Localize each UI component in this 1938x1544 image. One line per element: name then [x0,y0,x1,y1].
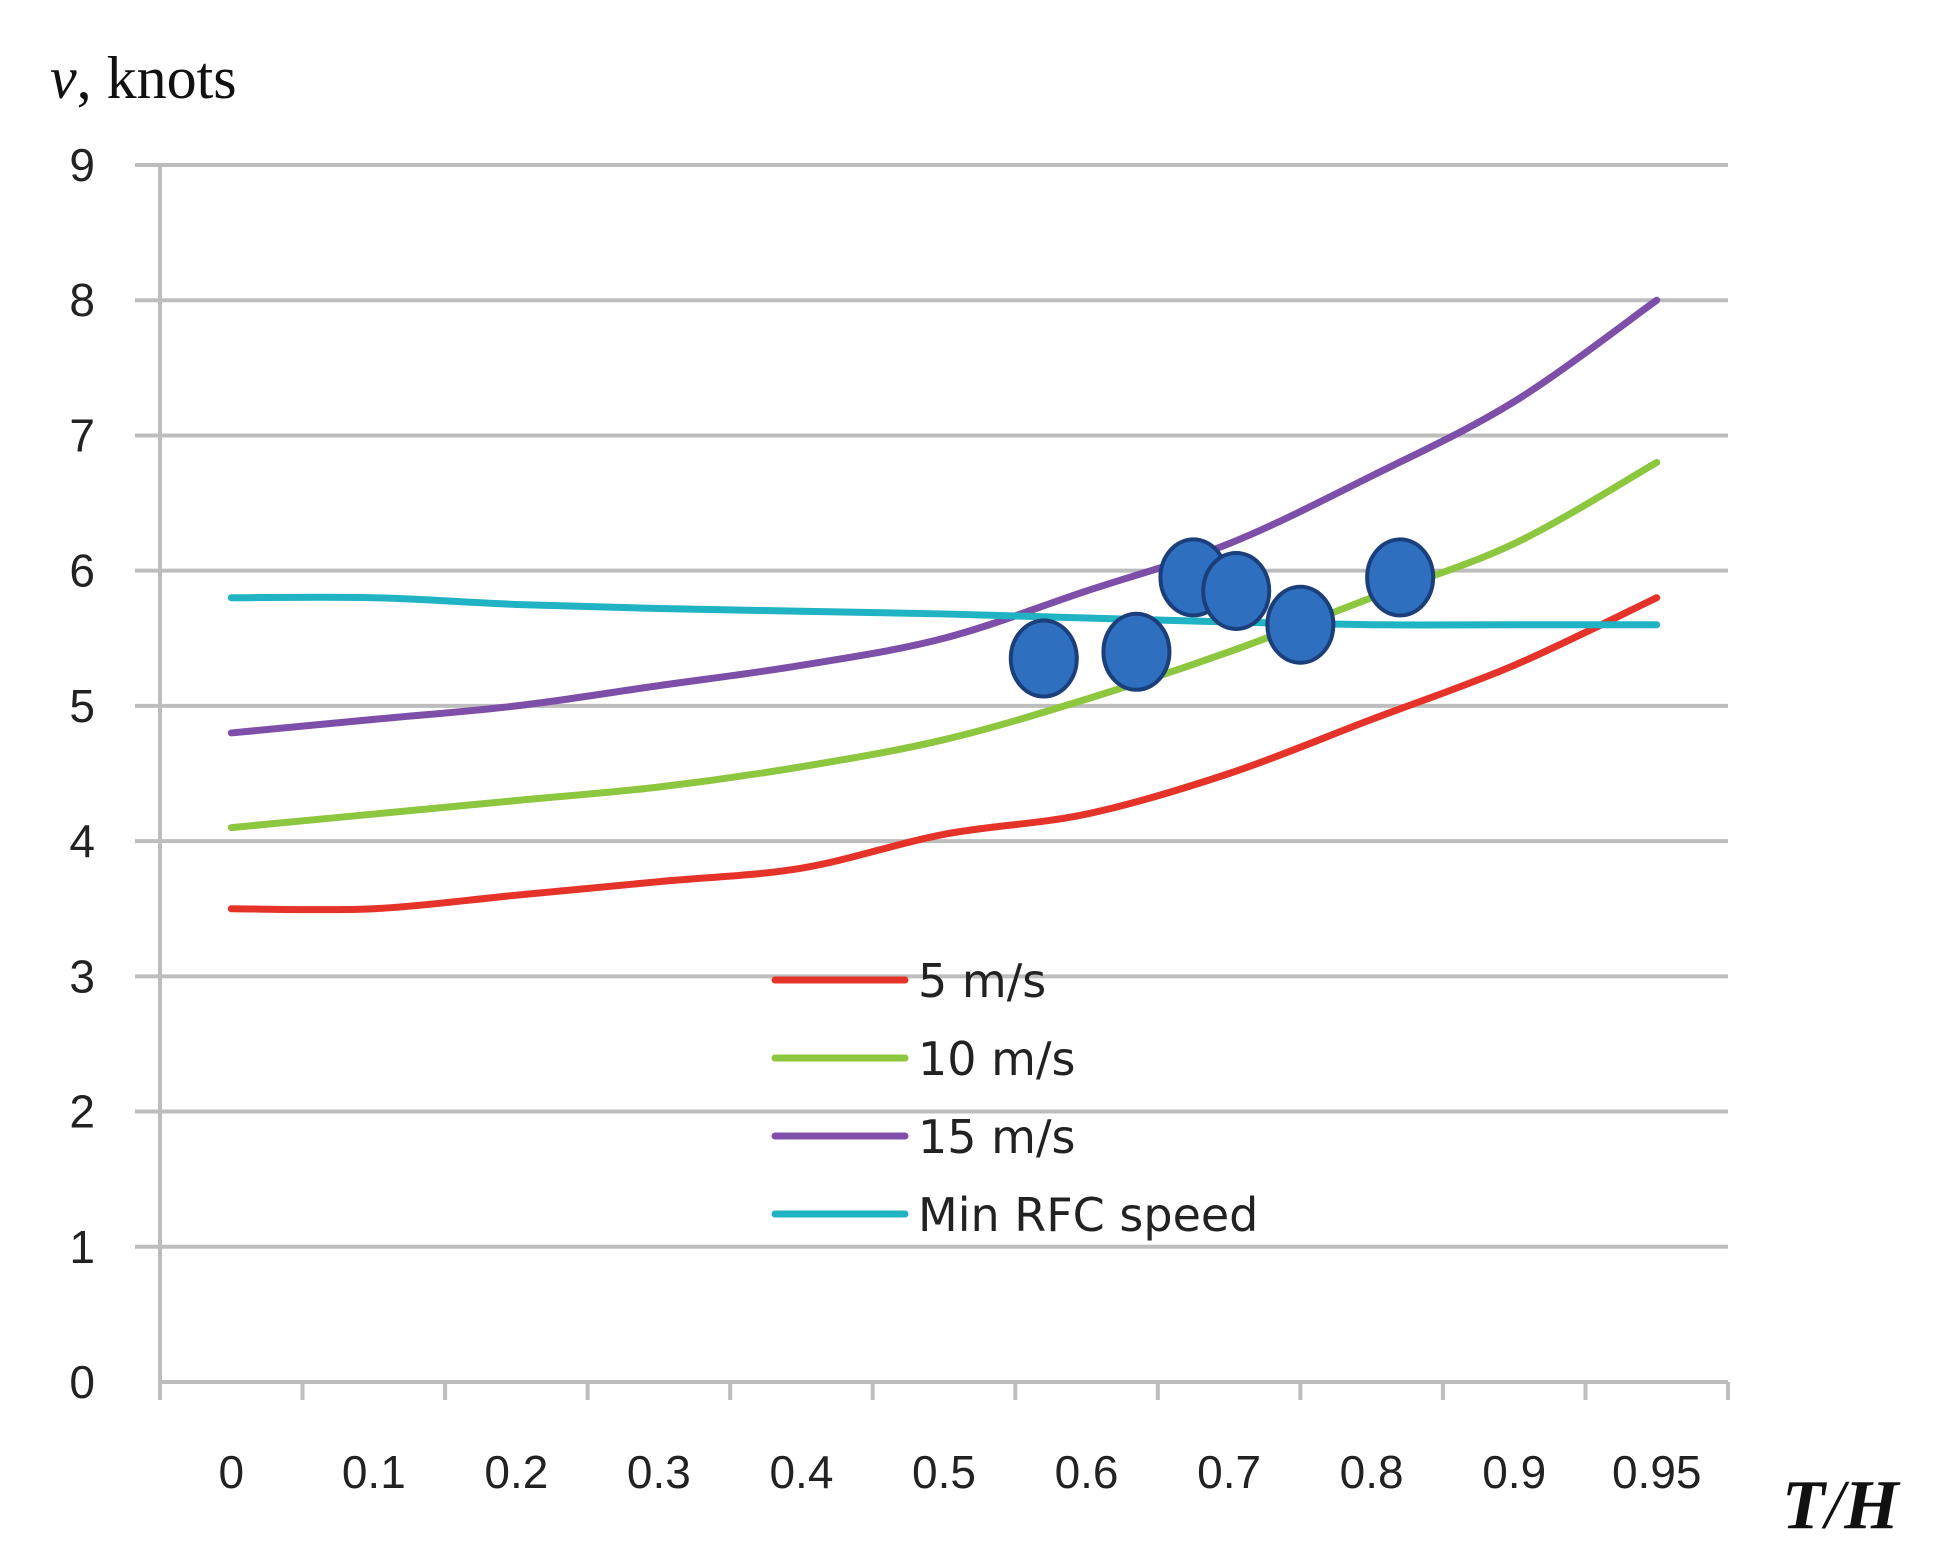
x-tick-label: 0.95 [1612,1446,1702,1498]
scatter-point [1201,550,1272,631]
x-tick-label: 0.4 [769,1446,833,1498]
scatter-point [1265,584,1336,665]
series-line-4 [227,593,1661,629]
x-axis-denominator: H [1843,1467,1901,1544]
x-tick-label: 0.9 [1482,1446,1546,1498]
y-axis-unit: , knots [77,45,237,111]
y-tick-label: 0 [69,1356,95,1408]
x-tick-label: 0.3 [627,1446,691,1498]
series-line-2 [227,458,1661,832]
legend-label: 10 m/s [918,1032,1075,1086]
y-tick-label: 3 [69,950,95,1002]
scatter-point [1365,537,1436,618]
y-axis-variable: v [50,45,77,111]
x-tick-label: 0.2 [484,1446,548,1498]
y-axis-title: v, knots [50,45,237,111]
y-tick-label: 9 [69,139,95,191]
y-tick-label: 4 [69,815,95,867]
y-tick-label: 6 [69,545,95,597]
scatter-point [1008,618,1079,699]
legend-label: 15 m/s [918,1110,1075,1164]
series-lines [227,296,1661,914]
y-tick-label: 7 [69,409,95,461]
scatter-points [1008,537,1436,699]
x-tick-label: 0.8 [1340,1446,1404,1498]
x-axis-title: T/H [1782,1467,1901,1544]
y-tick-label: 5 [69,680,95,732]
y-tick-labels: 0 1 2 3 4 5 6 7 8 9 [69,139,95,1408]
legend: 5 m/s 10 m/s 15 m/s Min RFC speed [771,954,1258,1242]
x-tick-label: 0 [218,1446,244,1498]
x-axis-numerator: T [1782,1467,1828,1544]
legend-label: Min RFC speed [918,1188,1258,1242]
x-tick-label: 0.7 [1197,1446,1261,1498]
x-tick-label: 0.5 [912,1446,976,1498]
x-tick-labels: 0 0.1 0.2 0.3 0.4 0.5 0.6 0.7 0.8 0.9 0.95 [218,1446,1701,1498]
y-tick-label: 1 [69,1221,95,1273]
series-line-1 [227,594,1661,914]
x-tick-label: 0.6 [1055,1446,1119,1498]
y-tick-label: 2 [69,1086,95,1138]
scatter-point [1101,611,1172,692]
x-tick-label: 0.1 [342,1446,406,1498]
series-line-3 [227,296,1661,737]
y-tick-label: 8 [69,274,95,326]
legend-label: 5 m/s [918,954,1046,1008]
grid-lines [135,163,1728,1249]
axes [158,165,1730,1400]
